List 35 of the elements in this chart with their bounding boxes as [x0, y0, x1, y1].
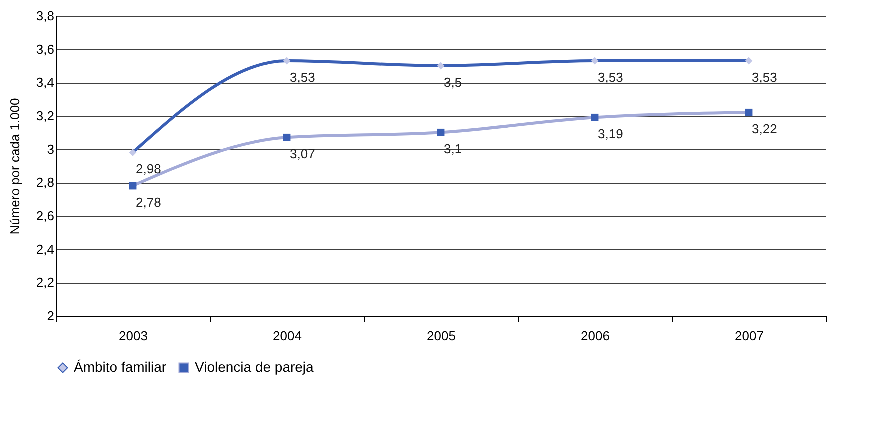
y-axis-title: Número por cada 1.000	[7, 98, 22, 235]
y-tick-label: 3	[47, 142, 54, 157]
x-tick-label: 2007	[735, 328, 764, 344]
point	[745, 57, 753, 65]
point	[745, 108, 753, 116]
x-tick-label: 2003	[119, 328, 148, 344]
data-label: 2,98	[136, 162, 162, 177]
y-tick-label: 2,6	[36, 208, 54, 224]
data-label: 3,07	[290, 146, 316, 162]
legend-label: Violencia de pareja	[195, 359, 314, 375]
data-label: 3,53	[752, 70, 778, 85]
data-label: 2,78	[136, 195, 162, 210]
data-label: 3,53	[598, 70, 624, 85]
y-tick-label: 3,2	[36, 108, 54, 124]
x-tick-label: 2005	[427, 328, 456, 344]
y-tick-label: 2	[47, 308, 54, 324]
data-label: 3,53	[290, 70, 316, 85]
y-tick-label: 3,8	[36, 8, 54, 24]
point	[437, 128, 445, 136]
y-tick-label: 2,4	[36, 242, 54, 257]
point	[283, 134, 291, 142]
y-tick-label: 3,6	[36, 42, 54, 57]
y-tick-label: 3,4	[36, 75, 54, 90]
data-label: 3,22	[752, 122, 778, 137]
legend-label: Ámbito familiar	[74, 359, 167, 375]
x-tick-label: 2004	[273, 328, 302, 344]
data-label: 3,19	[598, 126, 624, 142]
point	[591, 114, 599, 122]
point	[437, 62, 445, 70]
y-tick-label: 2,2	[36, 275, 54, 290]
y-tick-label: 2,8	[36, 175, 54, 190]
point	[591, 57, 599, 65]
x-tick-label: 2006	[581, 328, 610, 344]
point	[129, 148, 137, 156]
point	[283, 57, 291, 65]
